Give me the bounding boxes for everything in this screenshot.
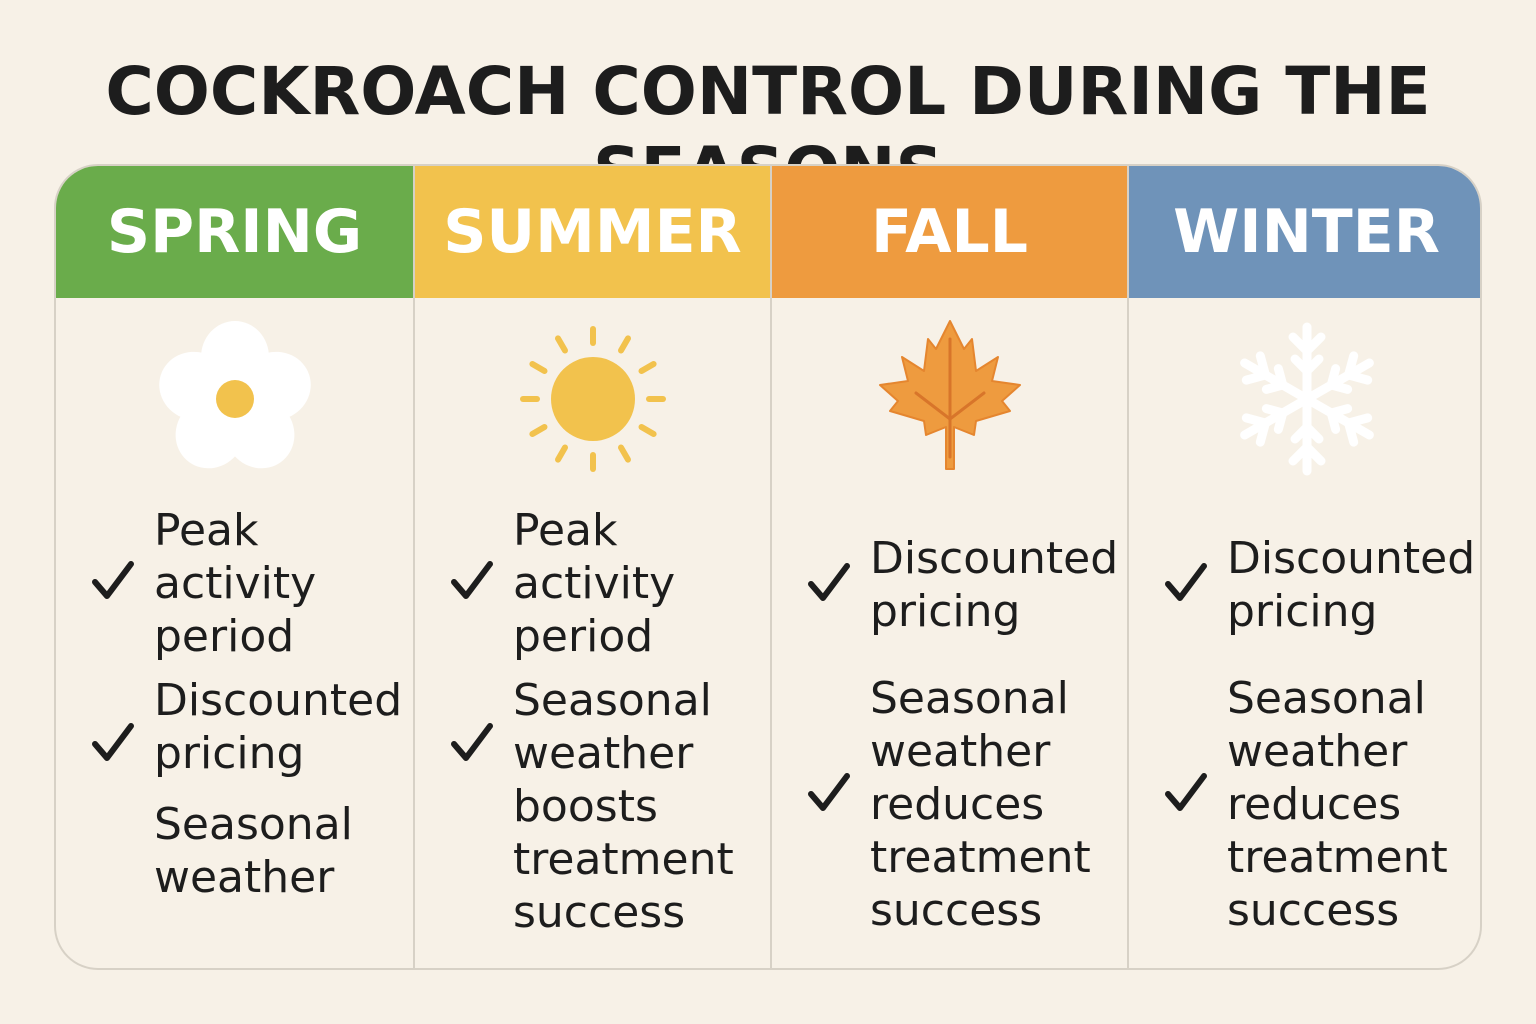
season-column-fall: FALL Discounted pricing Seasonal wea [770, 166, 1127, 968]
check-icon [808, 563, 850, 601]
feature-text: Discounted pricing [1227, 533, 1476, 637]
season-header-spring: SPRING [56, 166, 413, 298]
feature-text: Discounted pricing [870, 533, 1119, 637]
check-icon [451, 723, 493, 761]
check-icon [92, 561, 134, 599]
feature-text: Peak activity period [154, 505, 317, 662]
season-name: WINTER [1173, 197, 1440, 267]
season-name: FALL [870, 197, 1028, 267]
check-icon [808, 773, 850, 811]
check-icon [451, 561, 493, 599]
season-column-spring: SPRING Peak activity period [56, 166, 413, 968]
feature-text: Seasonal weather boosts treatment succes… [513, 675, 734, 938]
feature-text: Discounted pricing [154, 675, 403, 779]
feature-text: Peak activity period [513, 505, 676, 662]
maple-leaf-icon [772, 314, 1127, 484]
season-header-winter: WINTER [1129, 166, 1480, 298]
check-icon [1165, 563, 1207, 601]
check-icon [1165, 773, 1207, 811]
feature-text: Seasonal weather reduces treatment succe… [1227, 673, 1448, 936]
flower-icon [56, 314, 413, 484]
season-column-winter: WINTER [1127, 166, 1480, 968]
season-header-summer: SUMMER [415, 166, 770, 298]
season-header-fall: FALL [772, 166, 1127, 298]
season-name: SUMMER [443, 197, 742, 267]
snowflake-icon [1129, 314, 1480, 484]
feature-text: Seasonal weather [154, 799, 353, 903]
check-icon [92, 723, 134, 761]
seasons-table: SPRING Peak activity period [54, 164, 1482, 970]
sun-icon [415, 314, 770, 484]
season-column-summer: SUMMER [413, 166, 770, 968]
feature-text: Seasonal weather reduces treatment succe… [870, 673, 1091, 936]
season-name: SPRING [106, 197, 363, 267]
